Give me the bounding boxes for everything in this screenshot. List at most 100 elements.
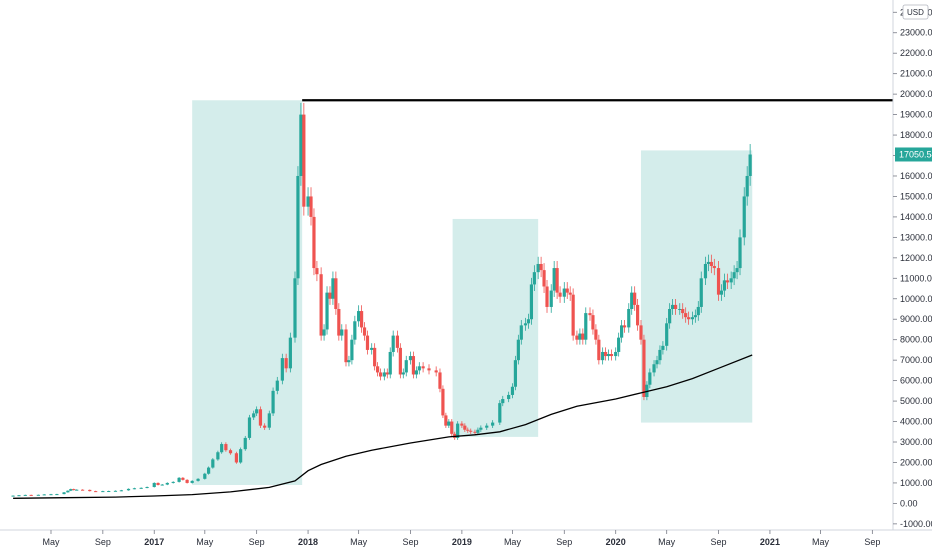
candle — [299, 114, 303, 176]
x-tick-label: 2020 — [606, 537, 626, 547]
candle — [661, 345, 665, 350]
candle — [519, 325, 523, 340]
candle — [516, 339, 520, 361]
candle — [296, 175, 300, 279]
candle — [712, 266, 716, 269]
candle — [267, 413, 271, 428]
candle — [565, 288, 569, 293]
candle — [460, 423, 464, 426]
candle — [606, 354, 611, 357]
y-tick-label: 13000.00 — [900, 232, 932, 242]
price-axis[interactable]: -1000.00 0.00 1000.00 2000.00 3000.00 4000.00… — [893, 7, 932, 529]
candle — [732, 272, 736, 279]
candle — [709, 261, 713, 267]
candle — [23, 494, 27, 496]
candle — [536, 263, 540, 273]
candle — [469, 430, 473, 432]
y-tick-label: 9000.00 — [900, 314, 932, 324]
candle — [507, 394, 511, 400]
candle — [542, 270, 546, 287]
candle — [526, 319, 531, 324]
candle — [706, 261, 711, 264]
x-tick-label: May — [812, 537, 830, 547]
candle — [239, 449, 243, 463]
candle — [145, 487, 149, 489]
candle — [385, 372, 389, 375]
candle — [678, 308, 682, 310]
candle — [42, 494, 46, 496]
candle — [584, 313, 588, 340]
y-tick-label: 2000.00 — [900, 457, 932, 467]
candle — [729, 278, 733, 283]
x-tick-label: May — [42, 537, 60, 547]
candle — [485, 425, 489, 428]
candle — [370, 347, 374, 350]
candle — [156, 482, 160, 485]
candle — [69, 489, 73, 491]
candle — [456, 423, 460, 438]
highlight-zone-1 — [192, 100, 303, 485]
candle — [434, 370, 438, 373]
candle — [501, 399, 505, 404]
candle — [639, 325, 643, 340]
x-tick-label: Sep — [402, 537, 418, 547]
candle — [655, 360, 659, 365]
candle — [401, 372, 405, 375]
candle — [735, 268, 739, 273]
x-tick-label: Sep — [556, 537, 572, 547]
candle — [620, 325, 624, 338]
candle — [719, 290, 724, 295]
candle — [357, 311, 361, 322]
candle — [55, 494, 59, 496]
candle — [668, 308, 672, 324]
candle — [132, 488, 137, 490]
y-tick-label: 11000.00 — [900, 273, 932, 283]
y-tick-label: 18000.00 — [900, 130, 932, 140]
candle — [665, 323, 669, 346]
candle — [450, 421, 454, 434]
y-tick-label: 4000.00 — [900, 417, 932, 427]
candle — [532, 272, 536, 285]
candle — [328, 292, 332, 299]
candle — [603, 351, 608, 357]
candle — [545, 286, 549, 307]
candle — [427, 368, 431, 371]
candle — [622, 325, 627, 328]
candle — [350, 339, 354, 361]
last-price-badge: 17050.54 — [895, 147, 932, 162]
candle — [315, 268, 319, 275]
candle — [510, 386, 515, 395]
candle — [588, 313, 592, 316]
candle — [247, 417, 252, 438]
candle — [312, 216, 316, 269]
currency-badge[interactable]: USD — [902, 4, 929, 20]
candle — [94, 491, 98, 493]
candle — [171, 481, 175, 483]
candle — [275, 380, 279, 391]
time-axis[interactable]: May Sep 2017 May Sep 2018 May Sep 2019 May Sep 2020… — [42, 530, 880, 547]
y-tick-label: 10000.00 — [900, 294, 932, 304]
candle — [703, 263, 708, 279]
candle — [725, 280, 729, 283]
candle — [658, 349, 662, 361]
candle — [549, 290, 553, 307]
candle — [139, 487, 143, 489]
candle — [185, 479, 189, 483]
candle — [190, 480, 194, 483]
candle — [101, 491, 105, 493]
y-tick-label: 0.00 — [900, 498, 918, 508]
y-tick-label: 7000.00 — [900, 355, 932, 365]
candle — [263, 425, 267, 428]
x-tick-label: Sep — [711, 537, 727, 547]
currency-label: USD — [907, 8, 924, 17]
candle — [696, 306, 700, 316]
candle — [684, 313, 688, 318]
candle — [395, 335, 400, 348]
candle — [165, 482, 169, 485]
candle — [648, 372, 652, 385]
candle — [539, 263, 543, 271]
candle — [375, 366, 380, 373]
candle — [325, 292, 329, 330]
highlight-zone-2 — [452, 218, 539, 437]
